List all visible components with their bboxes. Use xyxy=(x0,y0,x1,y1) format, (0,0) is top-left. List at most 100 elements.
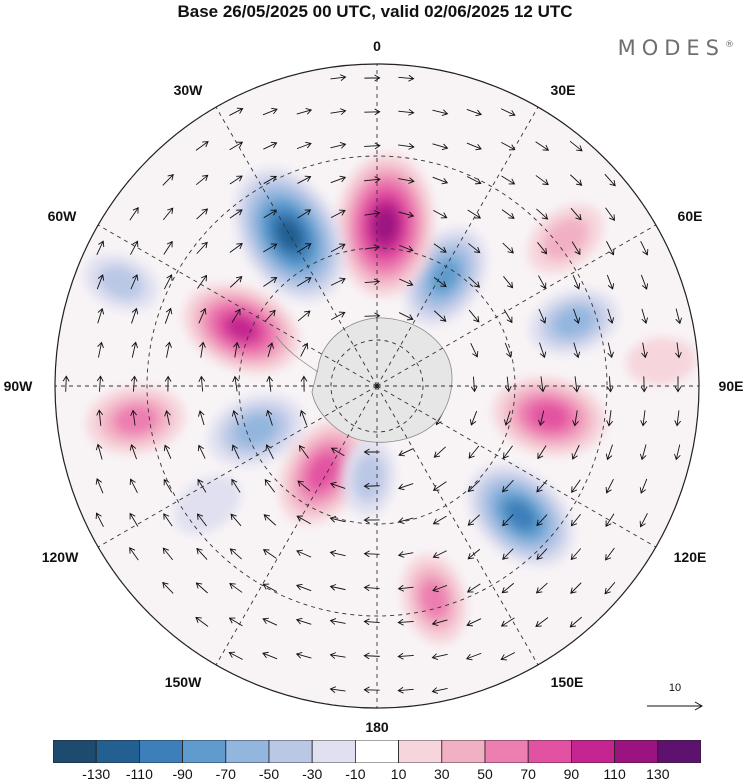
colorbar-swatch xyxy=(53,740,97,763)
wind-vector xyxy=(433,277,447,288)
wind-vector xyxy=(465,652,482,661)
wind-vector xyxy=(674,376,682,393)
wind-vector xyxy=(502,548,514,560)
anomaly-contour xyxy=(174,475,241,535)
colorbar-swatch xyxy=(398,740,443,763)
wind-vector xyxy=(163,478,173,493)
wind-vector xyxy=(503,276,514,289)
wind-vector xyxy=(397,551,414,558)
wind-vector xyxy=(641,342,648,359)
reference-vector-label: 10 xyxy=(668,682,682,694)
wind-vector xyxy=(162,207,174,221)
wind-vector xyxy=(263,141,278,150)
wind-vector xyxy=(470,342,479,358)
antarctica xyxy=(275,317,453,443)
wind-vector xyxy=(501,142,516,151)
wind-vector xyxy=(330,142,347,149)
wind-vector xyxy=(196,547,208,560)
colorbar-swatch xyxy=(268,740,313,763)
anomaly-center xyxy=(467,464,574,567)
wind-vector xyxy=(570,582,582,594)
colorbar-swatch xyxy=(95,740,140,763)
wind-vector xyxy=(229,141,244,151)
wind-vector xyxy=(570,548,582,561)
wind-vector xyxy=(264,309,276,322)
anomaly-contour xyxy=(224,315,259,342)
colorbar-swatch xyxy=(139,740,184,763)
wind-vector xyxy=(129,547,139,561)
wind-vector xyxy=(398,312,414,321)
wind-vector xyxy=(163,240,173,255)
brand-logo: MODES® xyxy=(617,36,734,60)
wind-vector xyxy=(399,278,414,287)
reference-vector: 10 xyxy=(646,682,704,712)
anomaly-contour xyxy=(276,218,304,251)
colorbar-tick-label: 50 xyxy=(477,766,493,782)
lon-label-90w: 90W xyxy=(3,378,33,394)
wind-vector xyxy=(605,444,613,461)
wind-vector xyxy=(62,375,70,392)
wind-vector xyxy=(398,108,415,116)
wind-vector xyxy=(228,651,243,660)
wind-vector xyxy=(363,652,380,660)
wind-vector xyxy=(162,581,174,594)
wind-vector xyxy=(398,143,415,150)
wind-vector xyxy=(363,516,380,524)
wind-vector xyxy=(97,341,104,358)
wind-vector xyxy=(500,617,515,627)
meridian-line xyxy=(215,385,378,666)
wind-vector xyxy=(298,445,309,459)
anomaly-center xyxy=(86,385,185,455)
wind-vector xyxy=(263,209,278,219)
wind-vector xyxy=(363,618,380,626)
wind-vector xyxy=(432,584,448,593)
wind-vector xyxy=(468,445,480,459)
wind-vector xyxy=(501,582,515,594)
lon-label-150e: 150E xyxy=(550,674,584,690)
wind-vector xyxy=(96,409,104,426)
wind-vector xyxy=(398,74,415,82)
wind-vector xyxy=(572,274,581,290)
wind-vector xyxy=(536,548,548,560)
wind-vector xyxy=(431,653,448,660)
wind-vector xyxy=(539,342,547,359)
wind-vector xyxy=(674,444,681,461)
wind-vector xyxy=(262,651,278,660)
wind-vector xyxy=(570,513,581,527)
wind-vector xyxy=(131,307,139,324)
wind-vector xyxy=(233,341,240,358)
wind-vectors xyxy=(62,74,682,694)
wind-vector xyxy=(198,410,205,426)
colorbar-tick-label: 110 xyxy=(603,766,626,782)
wind-vector xyxy=(231,478,241,493)
wind-vector xyxy=(536,208,549,220)
wind-vector xyxy=(432,515,447,525)
wind-vector xyxy=(639,513,648,528)
wind-vector xyxy=(399,244,414,253)
wind-vector xyxy=(231,444,240,460)
wind-vector xyxy=(605,547,615,561)
wind-vector xyxy=(262,617,278,626)
wind-vector xyxy=(228,617,243,627)
wind-vector xyxy=(130,409,137,426)
colorbar-tick-label: -110 xyxy=(125,766,153,782)
map-border xyxy=(54,63,700,709)
colorbar-tick-label: -130 xyxy=(82,766,111,782)
wind-vector xyxy=(606,410,613,427)
wind-vector xyxy=(569,140,583,152)
anomaly-center xyxy=(207,394,305,466)
wind-vector xyxy=(199,341,206,358)
wind-vector xyxy=(163,274,173,290)
wind-vector xyxy=(262,107,278,116)
lon-label-150w: 150W xyxy=(164,674,202,690)
wind-vector xyxy=(196,241,208,254)
wind-vector xyxy=(466,176,482,185)
lon-label-180: 180 xyxy=(365,719,389,735)
wind-vector xyxy=(195,174,209,186)
anomaly-contour xyxy=(113,404,158,436)
wind-vector xyxy=(431,687,448,694)
wind-vector xyxy=(129,478,138,493)
wind-vector xyxy=(502,445,513,459)
wind-vector xyxy=(432,109,449,116)
meridian-line xyxy=(215,106,378,387)
